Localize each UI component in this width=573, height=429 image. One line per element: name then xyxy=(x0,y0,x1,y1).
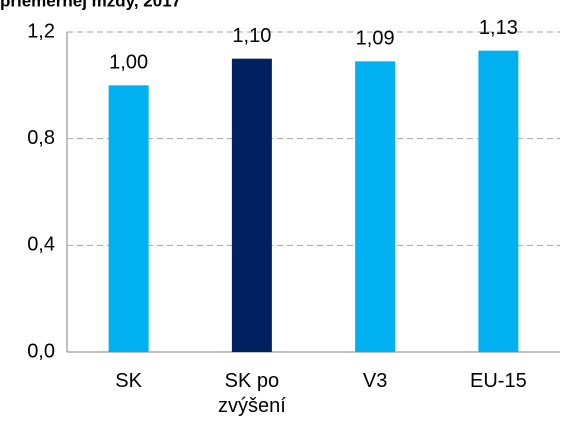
y-tick-label: 0,0 xyxy=(27,340,55,362)
y-tick-label: 1,2 xyxy=(27,20,55,42)
bar xyxy=(478,50,519,353)
x-tick-label: V3 xyxy=(362,370,388,392)
y-tick-label: 0,4 xyxy=(27,234,55,256)
chart-title: priemernej mzdy, 2017 xyxy=(0,0,181,10)
bar xyxy=(108,85,149,352)
x-tick-label: EU-15 xyxy=(470,370,527,392)
x-tick-label: SK xyxy=(115,370,142,392)
bar xyxy=(231,58,272,353)
data-label: 1,09 xyxy=(356,28,395,50)
bar xyxy=(355,61,396,352)
y-tick-label: 0,8 xyxy=(27,127,55,149)
data-label: 1,00 xyxy=(109,52,148,74)
data-label: 1,10 xyxy=(232,25,271,47)
x-tick-label: SK po zvýšení xyxy=(217,370,286,417)
data-label: 1,13 xyxy=(479,17,518,39)
